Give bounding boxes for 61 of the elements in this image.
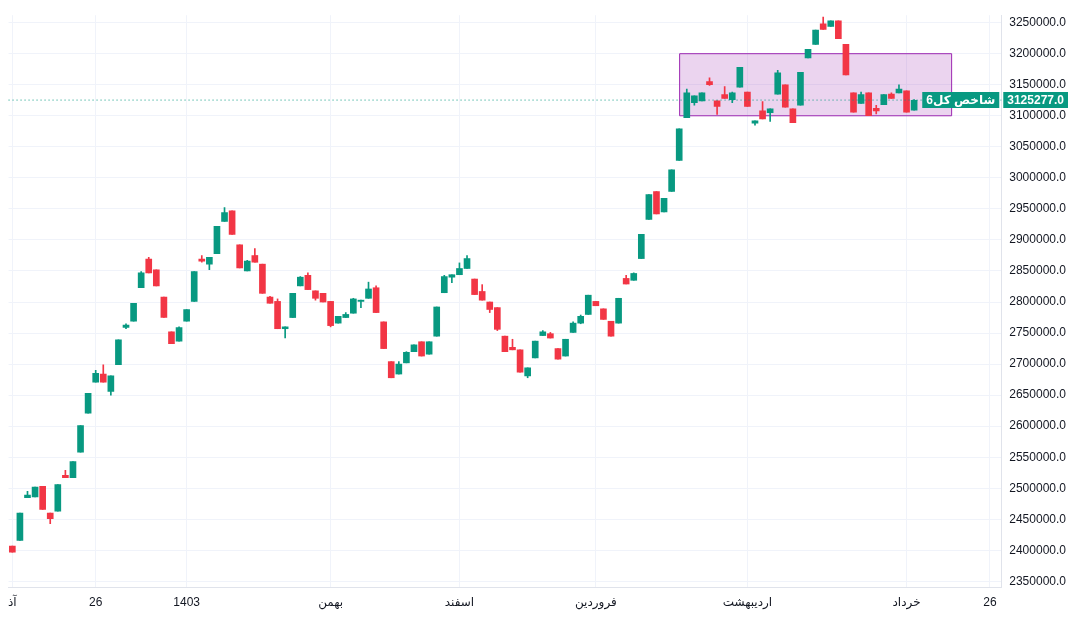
candlestick bbox=[827, 20, 835, 27]
candlestick bbox=[54, 484, 62, 512]
ref-line-label: 3125277.0 bbox=[1007, 93, 1065, 108]
candlestick bbox=[243, 260, 251, 272]
candlestick bbox=[160, 296, 168, 318]
candlestick bbox=[736, 67, 744, 88]
candlestick bbox=[213, 225, 221, 254]
y-tick-label: 3100000.0 bbox=[1009, 108, 1067, 123]
y-tick-label: 3150000.0 bbox=[1009, 77, 1067, 92]
candlestick bbox=[190, 271, 198, 302]
y-tick-label: 2400000.0 bbox=[1009, 542, 1067, 557]
x-tick-label: 26 bbox=[89, 595, 103, 610]
y-tick-label: 2700000.0 bbox=[1009, 356, 1067, 371]
y-tick-label: 3000000.0 bbox=[1009, 170, 1067, 185]
candlestick bbox=[554, 348, 562, 360]
y-tick-label: 2450000.0 bbox=[1009, 511, 1067, 526]
candlestick bbox=[842, 44, 850, 76]
candlestick bbox=[433, 306, 441, 337]
y-tick-label: 3250000.0 bbox=[1009, 14, 1067, 29]
x-tick-label: 26 bbox=[983, 595, 997, 610]
candlestick bbox=[660, 198, 668, 213]
candlestick bbox=[804, 49, 812, 59]
candlestick bbox=[16, 512, 24, 541]
y-tick-label: 2500000.0 bbox=[1009, 480, 1067, 495]
y-tick-label: 3200000.0 bbox=[1009, 46, 1067, 60]
candlestick bbox=[228, 210, 236, 235]
y-tick-label: 2900000.0 bbox=[1009, 232, 1067, 247]
candlestick bbox=[410, 344, 418, 353]
candlestick bbox=[425, 341, 433, 355]
y-tick-label: 2650000.0 bbox=[1009, 387, 1067, 402]
x-tick-label: خرداد bbox=[892, 595, 921, 611]
candlestick bbox=[637, 234, 645, 259]
candlestick bbox=[296, 276, 304, 287]
candlestick bbox=[69, 461, 77, 479]
candlestick bbox=[675, 128, 683, 161]
candlestick bbox=[592, 301, 600, 307]
y-tick-label: 2950000.0 bbox=[1009, 201, 1067, 216]
x-tick-label: اسفند bbox=[444, 595, 475, 610]
y-tick-label: 2550000.0 bbox=[1009, 449, 1067, 464]
x-tick-label: اردیبهشت bbox=[722, 595, 773, 611]
y-tick-label: 2800000.0 bbox=[1009, 294, 1067, 309]
candlestick bbox=[607, 320, 615, 337]
y-tick-label: 2350000.0 bbox=[1009, 573, 1067, 588]
x-tick-label: بهمن bbox=[318, 595, 344, 611]
x-tick-label: آذ bbox=[8, 594, 18, 610]
x-tick-label: فروردین bbox=[574, 595, 617, 611]
y-tick-label: 3050000.0 bbox=[1009, 139, 1067, 154]
annotation: شاخص کل6 bbox=[926, 93, 996, 108]
y-tick-label: 2850000.0 bbox=[1009, 263, 1067, 278]
candlestick bbox=[236, 244, 244, 269]
candlestick bbox=[645, 194, 653, 220]
candlestick bbox=[781, 84, 789, 108]
candlestick bbox=[584, 294, 592, 315]
candlestick bbox=[387, 361, 395, 379]
candlestick bbox=[789, 108, 797, 123]
candlestick bbox=[84, 392, 92, 414]
y-tick-label: 2600000.0 bbox=[1009, 418, 1067, 433]
x-tick-label: 1403 bbox=[173, 595, 201, 610]
y-tick-label: 2750000.0 bbox=[1009, 325, 1067, 340]
candlestick bbox=[531, 340, 539, 359]
candlestick bbox=[289, 293, 297, 318]
